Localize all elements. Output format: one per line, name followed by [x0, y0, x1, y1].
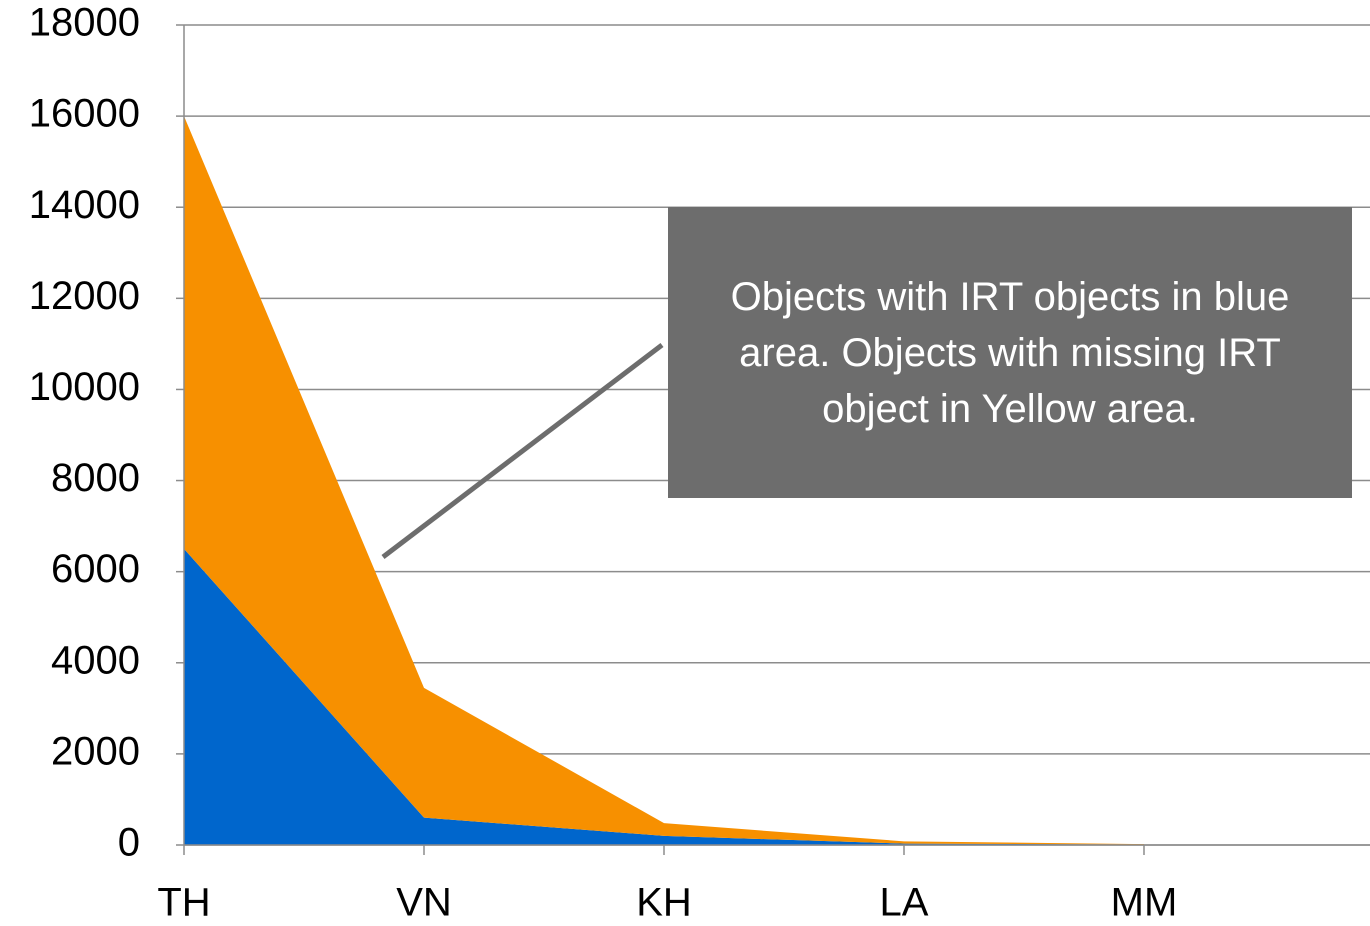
y-tick-label: 18000 [29, 1, 140, 45]
x-tick-label: VN [396, 881, 452, 925]
y-tick-label: 0 [118, 821, 140, 865]
x-tick-label: LA [880, 881, 929, 925]
annotation: Objects with IRT objects in blue area. O… [668, 207, 1352, 498]
x-tick-label: KH [636, 881, 692, 925]
y-tick-label: 14000 [29, 183, 140, 227]
x-tick-label: MM [1111, 881, 1178, 925]
y-tick-label: 10000 [29, 365, 140, 409]
y-tick-label: 6000 [51, 547, 140, 591]
y-tick-label: 4000 [51, 638, 140, 682]
annotation-pointer [381, 343, 664, 559]
y-tick-label: 2000 [51, 729, 140, 773]
y-tick-label: 8000 [51, 456, 140, 500]
area [184, 548, 1144, 845]
y-tick-label: 12000 [29, 274, 140, 318]
x-tick-label: TH [157, 881, 210, 925]
y-tick-label: 16000 [29, 92, 140, 136]
